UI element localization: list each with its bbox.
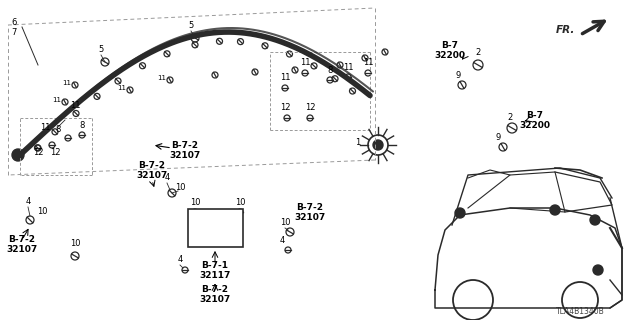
- Text: 11: 11: [280, 73, 291, 82]
- Text: TLA4B1340B: TLA4B1340B: [556, 308, 605, 316]
- Text: 11: 11: [118, 85, 127, 91]
- Text: 5: 5: [188, 21, 194, 30]
- Text: 32200: 32200: [520, 121, 550, 130]
- Text: 4: 4: [177, 255, 182, 264]
- Text: 12: 12: [33, 148, 44, 157]
- Text: 11: 11: [157, 75, 166, 81]
- Text: 12: 12: [50, 148, 60, 157]
- Text: B-7-2: B-7-2: [202, 285, 228, 294]
- Text: 3: 3: [192, 213, 198, 222]
- Text: 5: 5: [99, 45, 104, 54]
- Text: 32107: 32107: [170, 151, 200, 160]
- Text: 9: 9: [495, 133, 500, 142]
- Text: 11: 11: [300, 58, 310, 67]
- Text: 32200: 32200: [435, 51, 465, 60]
- Text: 8: 8: [327, 66, 333, 75]
- Text: 6: 6: [12, 18, 17, 27]
- Circle shape: [593, 265, 603, 275]
- Text: 11: 11: [63, 80, 72, 86]
- Text: 2: 2: [476, 48, 481, 57]
- Text: B-7-2: B-7-2: [8, 235, 35, 244]
- Text: 8: 8: [79, 121, 84, 130]
- Text: 8: 8: [55, 125, 61, 134]
- Text: 32107: 32107: [200, 295, 230, 304]
- Text: 11: 11: [363, 58, 373, 67]
- Circle shape: [550, 205, 560, 215]
- Text: 11: 11: [52, 97, 61, 103]
- Circle shape: [455, 208, 465, 218]
- Text: 32107: 32107: [6, 245, 38, 254]
- Text: 4: 4: [26, 197, 31, 206]
- Text: 12: 12: [280, 103, 291, 112]
- Text: 10: 10: [280, 218, 291, 227]
- Circle shape: [590, 215, 600, 225]
- Text: 11: 11: [40, 123, 51, 132]
- Text: B-7-2: B-7-2: [172, 141, 198, 150]
- Text: 12: 12: [305, 103, 316, 112]
- Text: 10: 10: [36, 207, 47, 216]
- Text: B-7: B-7: [442, 41, 458, 50]
- Text: 11: 11: [70, 101, 80, 110]
- Text: 10: 10: [175, 183, 185, 192]
- Circle shape: [373, 140, 383, 150]
- Text: B-7-1: B-7-1: [202, 261, 228, 270]
- Text: FR.: FR.: [556, 25, 575, 35]
- Text: 4: 4: [280, 236, 285, 245]
- Text: 32117: 32117: [199, 271, 230, 280]
- Circle shape: [12, 149, 24, 161]
- Text: 32107: 32107: [294, 213, 326, 222]
- Text: 32107: 32107: [136, 171, 168, 180]
- Text: B-7: B-7: [527, 111, 543, 120]
- Text: 7: 7: [12, 28, 17, 36]
- Text: 11: 11: [343, 63, 353, 72]
- Text: 10: 10: [189, 198, 200, 207]
- Text: 10: 10: [70, 239, 80, 248]
- Bar: [188, 209, 243, 247]
- Text: B-7-2: B-7-2: [296, 203, 323, 212]
- Text: 2: 2: [508, 113, 513, 122]
- Text: 10: 10: [235, 198, 245, 207]
- Text: 4: 4: [164, 173, 170, 182]
- Text: 1: 1: [355, 138, 360, 147]
- Text: B-7-2: B-7-2: [138, 161, 166, 170]
- Text: 9: 9: [456, 71, 461, 80]
